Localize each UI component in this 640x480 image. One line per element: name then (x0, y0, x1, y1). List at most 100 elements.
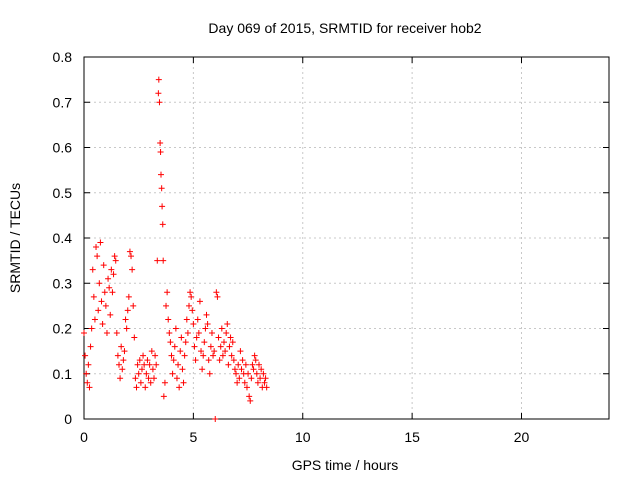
data-points (81, 76, 270, 422)
data-point (117, 375, 124, 382)
data-point (126, 248, 133, 255)
data-point (214, 293, 221, 300)
data-point (108, 266, 115, 273)
data-point (147, 379, 154, 386)
data-point (135, 370, 142, 377)
data-point (144, 357, 151, 364)
data-point (119, 366, 126, 373)
data-point (258, 366, 265, 373)
data-point (236, 375, 243, 382)
data-point (146, 361, 153, 368)
data-point (103, 330, 110, 337)
data-point (151, 375, 157, 382)
data-point (261, 379, 268, 386)
data-point (224, 320, 231, 327)
data-point (137, 379, 144, 386)
data-point (249, 361, 256, 368)
data-point (121, 348, 128, 355)
data-point (167, 339, 174, 346)
x-tick-label: 20 (514, 429, 530, 445)
data-point (169, 370, 176, 377)
data-point (148, 348, 155, 355)
data-point (93, 244, 100, 251)
data-point (234, 379, 241, 386)
data-point (251, 352, 258, 359)
data-point (159, 203, 166, 210)
data-point (195, 330, 202, 337)
data-point (124, 307, 131, 314)
data-point (183, 316, 190, 323)
y-tick-label: 0.2 (53, 321, 73, 337)
data-point (114, 352, 121, 359)
data-point (143, 370, 150, 377)
data-point (156, 99, 163, 106)
data-point (215, 334, 222, 341)
data-point (186, 302, 192, 309)
data-point (110, 271, 117, 278)
data-point (179, 366, 186, 373)
data-point (112, 257, 119, 264)
data-point (157, 139, 164, 146)
data-point (241, 379, 248, 386)
data-point (87, 343, 94, 350)
data-point (184, 330, 191, 337)
data-point (193, 334, 200, 341)
data-point (203, 311, 210, 318)
data-point (246, 393, 253, 400)
data-point (238, 366, 245, 373)
x-axis-label: GPS time / hours (292, 457, 399, 473)
data-point (166, 330, 173, 337)
data-point (142, 384, 149, 391)
x-tick-label: 0 (80, 429, 88, 445)
data-point (163, 302, 170, 309)
data-point (200, 352, 207, 359)
data-point (217, 343, 224, 350)
data-point (206, 370, 213, 377)
data-point (262, 375, 269, 382)
data-point (123, 325, 130, 332)
data-point (152, 352, 159, 359)
data-point (81, 330, 87, 337)
data-point (178, 334, 185, 341)
data-point (189, 307, 196, 314)
data-point (134, 361, 141, 368)
data-point (248, 375, 255, 382)
chart-title: Day 069 of 2015, SRMTID for receiver hob… (208, 20, 481, 36)
data-point (89, 266, 96, 273)
data-point (102, 302, 109, 309)
data-point (141, 361, 148, 368)
data-point (164, 289, 171, 296)
data-point (120, 357, 127, 364)
data-point (188, 293, 195, 300)
data-point (157, 149, 164, 156)
data-point (257, 375, 264, 382)
data-point (140, 352, 147, 359)
x-tick-label: 5 (189, 429, 197, 445)
data-point (145, 375, 152, 382)
data-point (132, 375, 139, 382)
data-point (223, 330, 230, 337)
data-point (235, 361, 242, 368)
data-point (100, 262, 107, 269)
data-point (221, 339, 227, 346)
data-point (212, 416, 219, 422)
data-point (250, 366, 257, 373)
data-point (97, 239, 104, 246)
y-tick-label: 0.8 (53, 49, 73, 65)
data-point (159, 221, 166, 228)
data-point (84, 379, 91, 386)
x-tick-label: 15 (404, 429, 420, 445)
data-point (225, 361, 232, 368)
data-point (113, 330, 120, 337)
data-point (213, 289, 220, 296)
data-point (136, 357, 143, 364)
data-point (202, 325, 209, 332)
data-point (138, 366, 145, 373)
data-point (231, 366, 238, 373)
data-point (133, 384, 140, 391)
data-point (227, 334, 234, 341)
data-point (158, 185, 165, 192)
data-point (263, 384, 270, 391)
data-point (155, 76, 162, 83)
data-point (180, 379, 187, 386)
